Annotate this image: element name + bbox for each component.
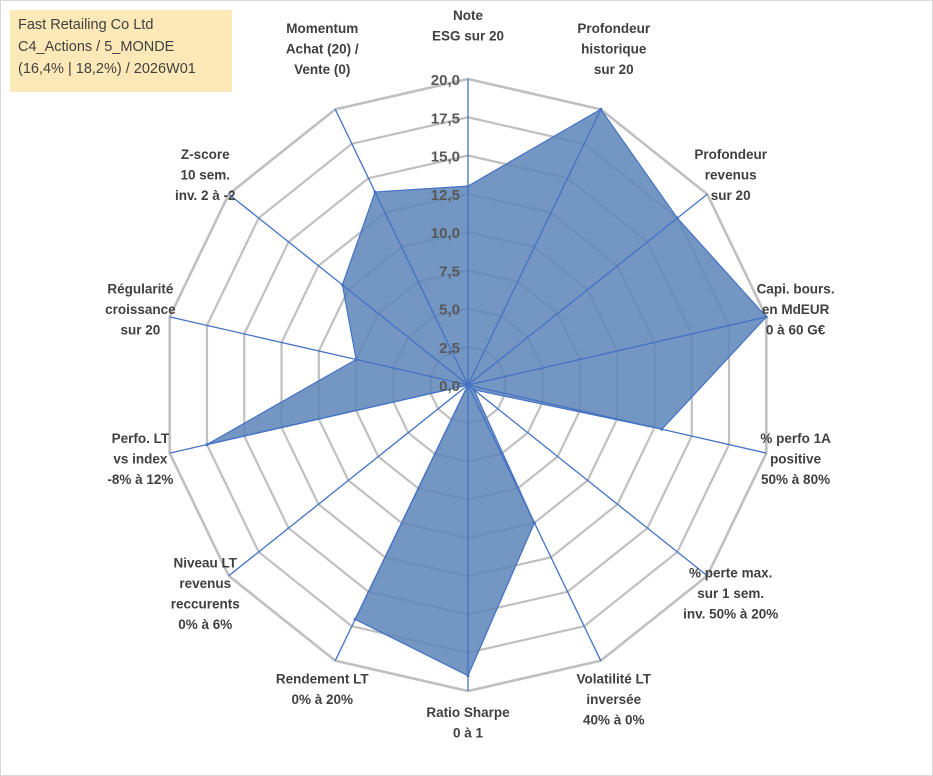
axis-spoke xyxy=(334,109,469,386)
tick-label: 2,5 xyxy=(439,340,460,357)
axis-spoke xyxy=(467,316,767,386)
data-point xyxy=(472,388,476,392)
axis-label: Rendement LT 0% à 20% xyxy=(276,672,370,708)
data-point xyxy=(340,283,344,287)
tick-label: 10,0 xyxy=(431,225,460,242)
data-point xyxy=(675,216,679,220)
axis-label: Profondeur revenus sur 20 xyxy=(694,147,767,203)
data-point xyxy=(466,184,470,188)
axis-label: Régularité croissance sur 20 xyxy=(105,281,176,337)
axis-label: % perfo 1A positive 50% à 80% xyxy=(760,431,831,487)
data-point xyxy=(532,521,536,525)
axis-spoke xyxy=(467,109,602,386)
axis-label: Ratio Sharpe 0 à 1 xyxy=(426,705,510,741)
data-point xyxy=(373,190,377,194)
axis-label: Note ESG sur 20 xyxy=(432,8,504,44)
axis-spoke xyxy=(169,384,469,454)
axis-spoke xyxy=(467,384,708,577)
axis-label: % perte max. sur 1 sem. inv. 50% à 20% xyxy=(683,566,778,622)
tick-label: 0,0 xyxy=(439,378,460,395)
company-name: Fast Retailing Co Ltd xyxy=(18,17,154,33)
tick-label: 7,5 xyxy=(439,263,460,280)
data-point xyxy=(660,427,664,431)
axis-label: Momentum Achat (20) / Vente (0) xyxy=(286,21,359,77)
portfolio-label: C4_Actions / 5_MONDE xyxy=(18,39,175,55)
axis-spoke xyxy=(334,384,469,661)
axis-label: Volatilité LT inversée 40% à 0% xyxy=(577,672,652,728)
axis-label: Capi. bours. en MdEUR 0 à 60 G€ xyxy=(757,281,835,337)
axis-spoke xyxy=(169,316,469,386)
axis-label: Perfo. LT vs index -8% à 12% xyxy=(107,431,173,487)
axis-spoke xyxy=(467,384,767,454)
data-point xyxy=(466,674,470,678)
axis-label: Niveau LT revenus reccurents 0% à 6% xyxy=(171,555,240,632)
data-point xyxy=(466,383,470,387)
tick-label: 17,5 xyxy=(431,110,460,127)
axis-label: Z-score 10 sem. inv. 2 à -2 xyxy=(175,147,236,203)
data-point xyxy=(354,357,358,361)
axis-spoke xyxy=(228,193,469,386)
axis-label: Profondeur historique sur 20 xyxy=(577,21,650,77)
tick-label: 5,0 xyxy=(439,302,460,319)
axis-spoke xyxy=(228,384,469,577)
stats-label: (16,4% | 18,2%) / 2026W01 xyxy=(18,61,196,77)
tick-label: 12,5 xyxy=(431,187,460,204)
info-box: Fast Retailing Co Ltd C4_Actions / 5_MON… xyxy=(10,10,232,92)
axis-spoke xyxy=(467,193,708,386)
data-point xyxy=(205,443,209,447)
data-point xyxy=(764,315,768,319)
data-point xyxy=(353,617,357,621)
data-point xyxy=(599,107,603,111)
data-series-area xyxy=(206,108,768,677)
tick-label: 20,0 xyxy=(431,72,460,89)
tick-label: 15,0 xyxy=(431,149,460,166)
